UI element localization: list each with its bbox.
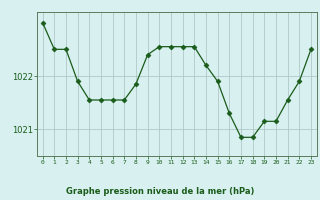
Text: Graphe pression niveau de la mer (hPa): Graphe pression niveau de la mer (hPa) <box>66 187 254 196</box>
